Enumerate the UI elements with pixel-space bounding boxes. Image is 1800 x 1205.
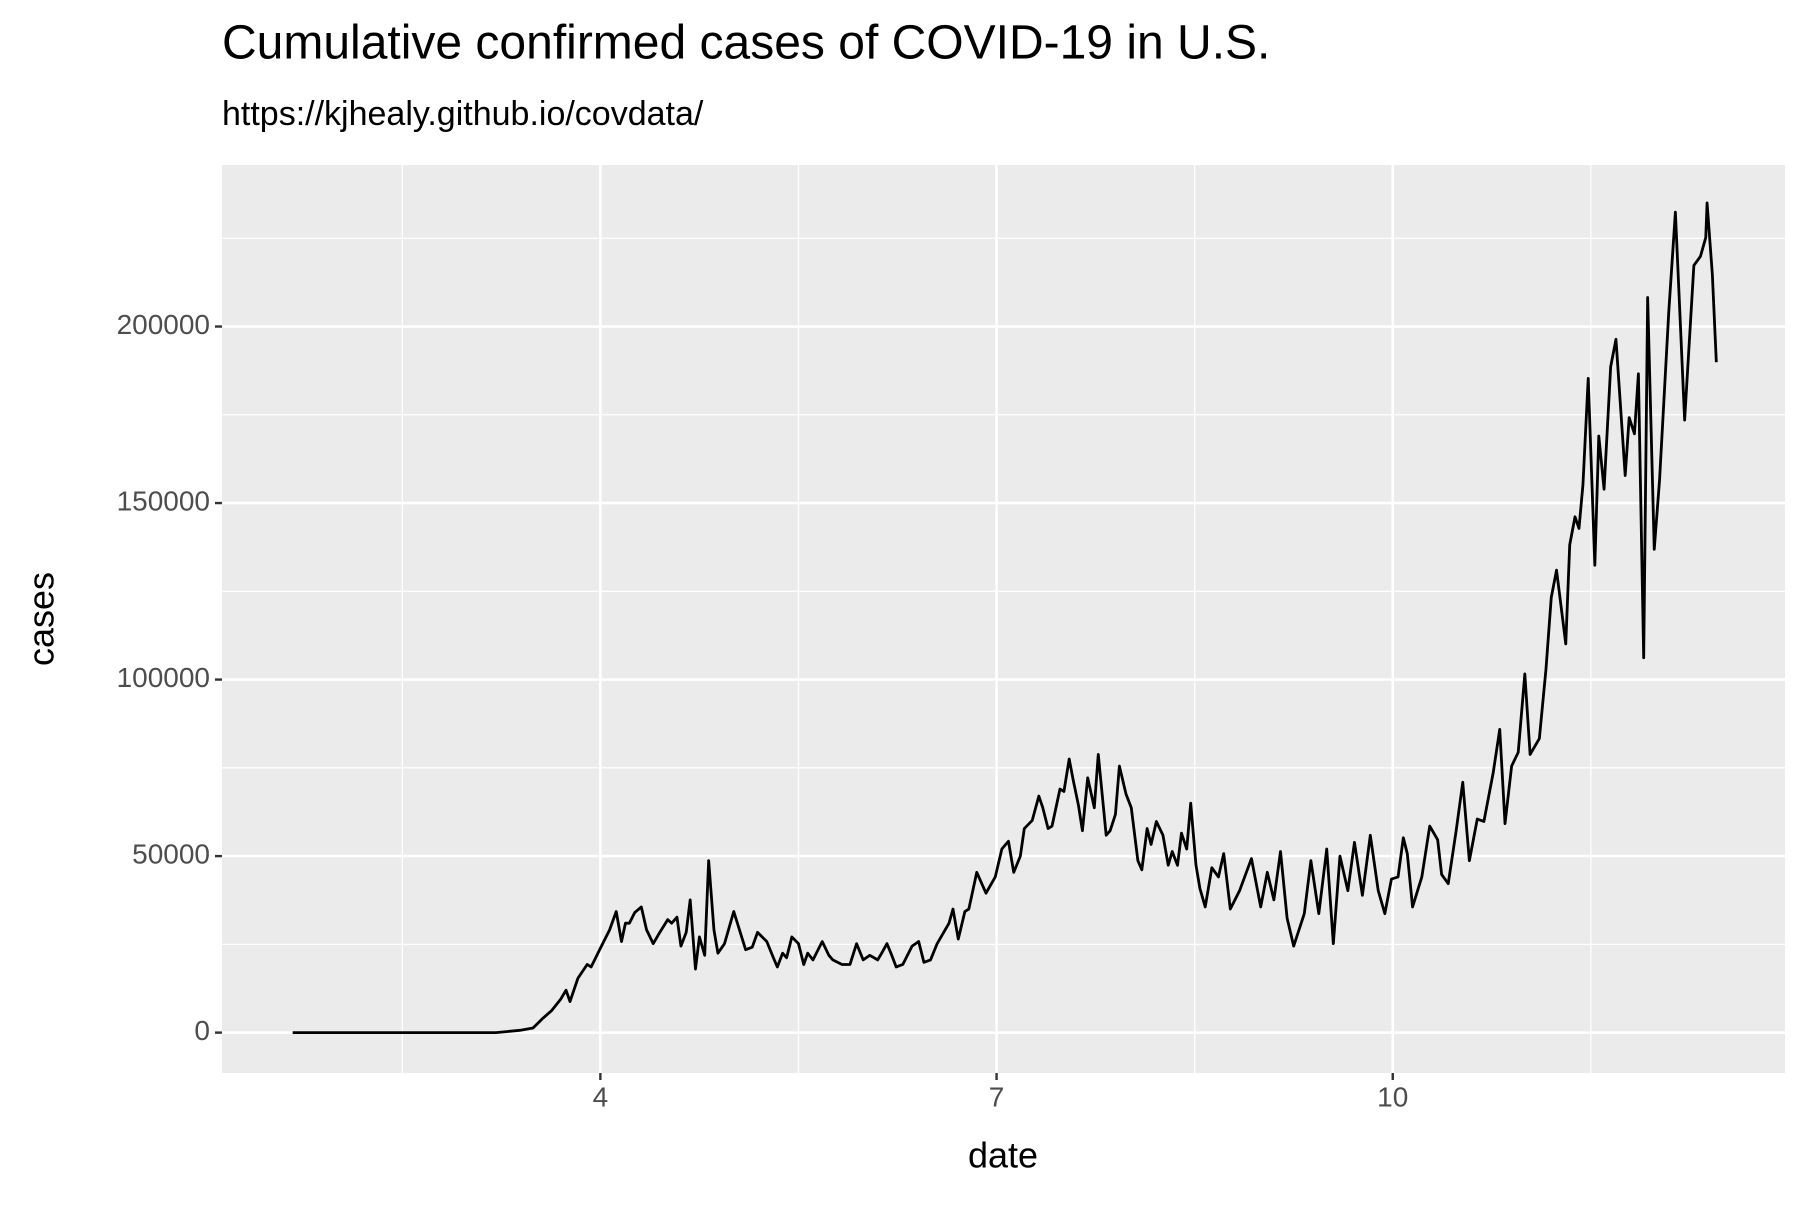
chart-subtitle: https://kjhealy.github.io/covdata/ xyxy=(222,95,704,133)
x-tick-label: 4 xyxy=(593,1081,609,1112)
cases-line xyxy=(292,201,1718,1035)
y-tick-label: 0 xyxy=(194,1015,210,1046)
chart-title: Cumulative confirmed cases of COVID-19 i… xyxy=(222,17,1270,70)
x-tick-label: 10 xyxy=(1377,1081,1408,1112)
y-axis-title: cases xyxy=(21,572,62,666)
y-tick-label: 150000 xyxy=(117,485,210,516)
y-tick-label: 200000 xyxy=(117,309,210,340)
x-tick-label: 7 xyxy=(989,1081,1005,1112)
x-axis-title: date xyxy=(968,1135,1038,1176)
plot-background xyxy=(222,165,1785,1073)
y-tick-label: 100000 xyxy=(117,662,210,693)
y-tick-label: 50000 xyxy=(132,838,210,869)
